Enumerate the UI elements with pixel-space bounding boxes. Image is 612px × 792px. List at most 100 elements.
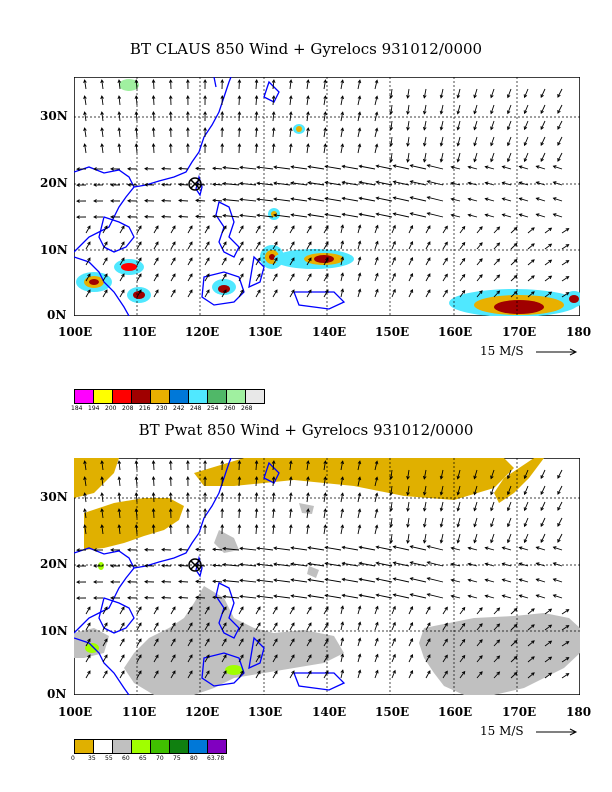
wind-vector-head — [289, 508, 293, 513]
wind-vector — [459, 607, 466, 615]
wind-vector — [490, 104, 495, 114]
wind-vector-head — [484, 181, 489, 186]
wind-vector — [291, 579, 308, 583]
wind-vector-head — [212, 198, 216, 203]
lon-label: 110E — [122, 705, 157, 719]
wind-vector-head — [323, 476, 327, 481]
wind-vector — [451, 563, 461, 567]
wind-vector-head — [473, 110, 477, 115]
wind-vector-head — [223, 273, 227, 278]
wind-vector — [274, 182, 291, 186]
wind-vector — [289, 257, 295, 266]
wind-vector-head — [83, 111, 87, 116]
wind-vector — [102, 241, 108, 250]
wind-vector — [507, 120, 512, 130]
wind-vector — [101, 509, 104, 519]
wind-vector — [274, 214, 291, 218]
wind-vector — [561, 276, 569, 282]
wind-vector — [170, 273, 176, 282]
wind-vector — [257, 579, 274, 583]
wind-vector-head — [518, 197, 523, 201]
wind-vector-head — [422, 491, 427, 496]
wind-vector — [289, 606, 295, 615]
wind-vector — [308, 182, 325, 186]
wind-vector-head — [212, 166, 216, 171]
wind-vector-head — [307, 594, 312, 598]
wind-vector-head — [134, 524, 139, 528]
wind-vector-head — [104, 225, 108, 230]
wind-vector — [136, 241, 142, 250]
wind-vector-head — [100, 492, 104, 497]
wind-vector-head — [134, 79, 139, 83]
wind-vector — [101, 112, 104, 122]
wind-vector-head — [324, 196, 329, 201]
wind-vector — [170, 670, 176, 679]
wind-vector-head — [540, 523, 544, 528]
wind-vector — [119, 654, 125, 663]
wind-vector-head — [540, 475, 544, 480]
wind-vector-head — [513, 258, 518, 263]
wind-vector — [289, 525, 292, 535]
wind-vector-head — [307, 578, 312, 582]
wind-vector-head — [117, 508, 122, 512]
wind-vector-head — [444, 670, 448, 675]
wind-vector — [359, 546, 376, 551]
wind-vector-head — [357, 256, 362, 261]
wind-vector-head — [341, 164, 346, 169]
wind-vector — [451, 214, 461, 218]
wind-vector-head — [100, 460, 104, 465]
wind-vector-head — [104, 257, 108, 262]
wind-vector-head — [389, 127, 394, 131]
wind-vector-head — [104, 638, 108, 643]
wind-vector-head — [340, 492, 345, 497]
wind-vector-head — [206, 273, 210, 278]
wind-vector-head — [76, 564, 80, 568]
wind-vector — [557, 120, 563, 130]
wind-vector-head — [189, 241, 193, 246]
colorbar-swatch — [131, 739, 151, 754]
wind-vector-head — [325, 241, 329, 246]
wind-vector-head — [479, 226, 483, 230]
wind-vector-head — [323, 111, 327, 116]
wind-vector-head — [222, 562, 226, 567]
wind-vector — [457, 517, 461, 527]
wind-vector — [536, 181, 546, 186]
wind-vector-head — [155, 606, 159, 611]
wind-vector-head — [257, 225, 261, 230]
wind-vector-head — [461, 273, 466, 278]
wind-vector — [221, 606, 227, 615]
wind-vector-head — [456, 158, 461, 163]
wind-vector-head — [375, 577, 380, 582]
wind-vector-head — [256, 578, 261, 583]
wind-vector-head — [518, 562, 523, 566]
wind-vector — [442, 226, 448, 234]
colorbar-tick-label: 230 — [156, 405, 168, 412]
wind-vector-head — [138, 241, 142, 246]
colorbar-tick-label: 60 — [122, 755, 130, 762]
wind-vector-head — [375, 653, 379, 658]
wind-vector — [170, 622, 176, 631]
wind-vector — [425, 622, 431, 631]
wind-vector — [84, 80, 87, 90]
colorbar-tick-label: 260 — [224, 405, 236, 412]
wind-vector — [118, 509, 121, 519]
wind-vector-head — [358, 545, 363, 550]
wind-vector-head — [325, 670, 329, 675]
wind-vector-head — [523, 539, 528, 544]
wind-vector-head — [389, 476, 394, 480]
wind-vector — [153, 241, 159, 250]
wind-vector-head — [427, 654, 431, 658]
wind-vector — [374, 289, 379, 298]
wind-vector-head — [565, 609, 570, 613]
wind-vector-head — [531, 275, 535, 279]
wind-vector-head — [87, 638, 91, 643]
wind-vector — [357, 509, 361, 519]
wind-vector — [561, 625, 569, 631]
wind-vector — [410, 212, 427, 218]
wind-vector — [391, 670, 396, 679]
wind-vector-head — [155, 622, 159, 627]
wind-vector — [274, 166, 291, 170]
colorbar-swatch — [150, 389, 170, 404]
wind-vector-head — [479, 607, 483, 611]
wind-vector-head — [271, 79, 276, 83]
